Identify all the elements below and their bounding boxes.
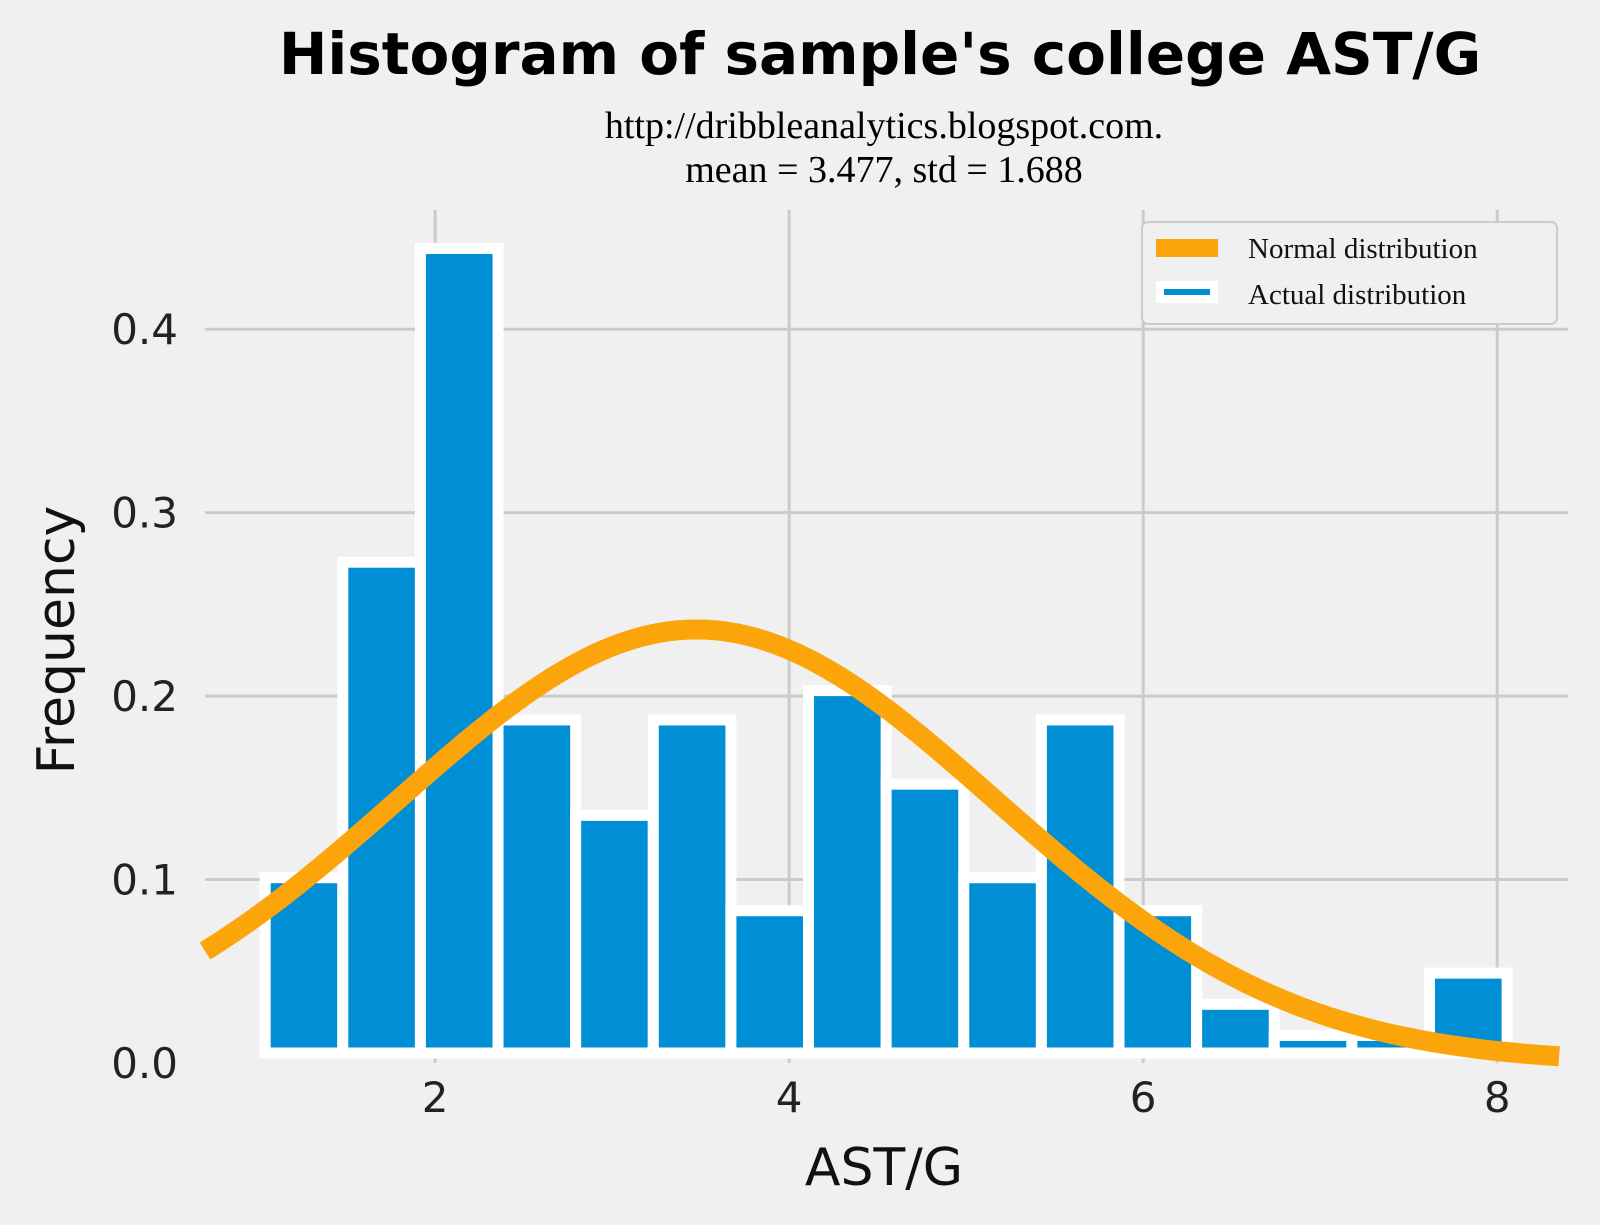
y-tick-label: 0.2	[111, 672, 178, 721]
histogram-bar	[414, 243, 504, 1059]
histogram-bar	[492, 714, 582, 1059]
y-tick-label: 0.1	[111, 856, 178, 905]
x-tick-label: 8	[1484, 1073, 1511, 1122]
x-tick-label: 2	[422, 1073, 449, 1122]
histogram-bar	[1191, 998, 1280, 1059]
axis-ticks: 2 4 6 8 0.0 0.1 0.2 0.3 0.4	[111, 305, 1510, 1122]
chart-subtitle-stats: mean = 3.477, std = 1.688	[685, 149, 1083, 191]
legend-actual-swatch	[1156, 281, 1218, 303]
legend: Normal distribution Actual distribution	[1141, 221, 1558, 325]
normal-distribution-curve	[199, 619, 1563, 1067]
histogram-bar	[725, 905, 815, 1059]
chart-subtitle-url: http://dribbleanalytics.blogspot.com.	[605, 105, 1163, 147]
histogram-bar	[570, 809, 659, 1059]
chart-title: Histogram of sample's college AST/G	[279, 20, 1481, 88]
histogram-bar	[1268, 1029, 1358, 1059]
normal-curve-layer	[199, 619, 1563, 1067]
y-tick-label: 0.3	[111, 489, 178, 538]
x-tick-label: 4	[776, 1073, 803, 1122]
legend-actual-label: Actual distribution	[1248, 279, 1467, 311]
legend-normal-label: Normal distribution	[1248, 233, 1478, 265]
histogram-bar	[803, 685, 892, 1059]
y-tick-label: 0.0	[111, 1039, 178, 1088]
histogram-bar	[880, 778, 970, 1059]
x-axis-label: AST/G	[805, 1138, 963, 1198]
histogram-bar	[958, 872, 1047, 1059]
legend-normal-swatch	[1156, 239, 1218, 257]
histogram-bar	[647, 714, 737, 1059]
y-axis-label: Frequency	[27, 506, 87, 775]
legend-box	[1141, 221, 1558, 325]
x-tick-label: 6	[1130, 1073, 1157, 1122]
y-tick-label: 0.4	[111, 305, 178, 354]
